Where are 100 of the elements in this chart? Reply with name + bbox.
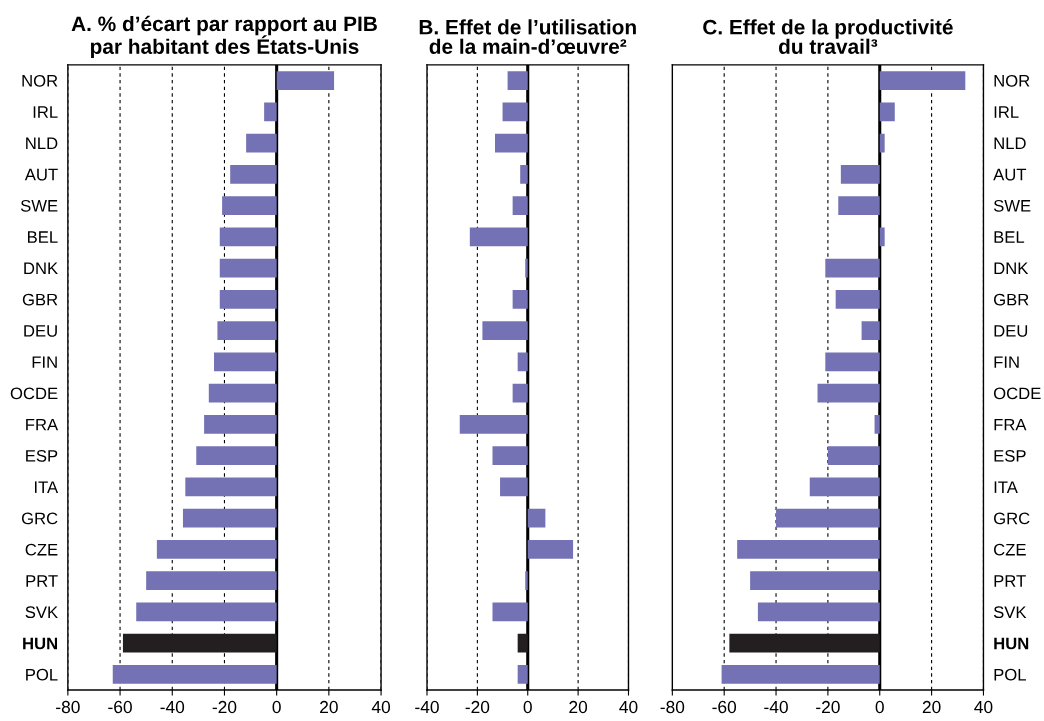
bar (874, 414, 880, 434)
bar (737, 539, 880, 559)
bar (520, 164, 528, 184)
y-tick-label: SWE (20, 199, 58, 212)
x-tick-label: -40 (160, 700, 185, 714)
bar (502, 102, 528, 122)
bar (825, 352, 880, 372)
bar (825, 258, 880, 278)
y-tick-label: ESP (994, 449, 1026, 462)
bar (517, 352, 528, 372)
y-tick-label: GBR (994, 293, 1029, 306)
x-tick-label: 40 (371, 700, 391, 714)
bar (827, 446, 880, 465)
y-tick-label: HUN (994, 637, 1029, 650)
x-tick-label: -20 (465, 700, 490, 714)
x-tick-label: 0 (523, 700, 532, 714)
bar (492, 446, 528, 465)
bar (459, 414, 528, 434)
bar (495, 133, 528, 153)
y-tick-label: IRL (33, 106, 58, 118)
x-tick-label: -20 (816, 700, 840, 714)
y-tick-label: POL (26, 668, 58, 681)
x-tick-label: 0 (875, 700, 884, 714)
bar (879, 71, 966, 90)
y-tick-label: CZE (994, 543, 1026, 556)
bar (527, 539, 574, 559)
x-tick-label: 20 (922, 700, 941, 714)
y-tick-label: DNK (994, 262, 1029, 275)
bar (517, 633, 528, 653)
bar (879, 227, 885, 247)
bar (835, 289, 880, 309)
y-tick-label: AUT (24, 168, 58, 181)
x-tick-label: -60 (712, 700, 737, 714)
y-tick-label: GBR (22, 293, 58, 306)
x-tick-label: 40 (974, 700, 993, 714)
y-tick-label: NOR (994, 74, 1030, 87)
bar (527, 508, 546, 528)
x-tick-label: -40 (764, 700, 788, 714)
y-tick-label: FRA (994, 418, 1027, 431)
x-tick-label: 40 (619, 700, 638, 714)
y-tick-label: NLD (994, 137, 1026, 150)
y-tick-label: DNK (24, 262, 58, 275)
bar (879, 102, 895, 122)
x-tick-label: 20 (569, 700, 588, 714)
y-tick-label: PRT (26, 575, 58, 587)
y-tick-label: GRC (21, 512, 58, 525)
y-tick-label: ESP (26, 449, 58, 462)
y-tick-label: POL (994, 668, 1026, 681)
bar (512, 196, 528, 215)
y-tick-label: SVK (993, 606, 1027, 619)
bar (776, 508, 880, 528)
y-tick-label: DEU (24, 325, 57, 337)
y-tick-label: OCDE (10, 387, 58, 400)
y-tick-label: ITA (34, 481, 59, 493)
y-tick-label: SWE (993, 199, 1031, 212)
chart-title: A. % d’écart par rapport au PIB par habitant des États-Unis (71, 15, 377, 59)
y-tick-label: DEU (994, 325, 1028, 337)
y-tick-label: FRA (26, 418, 59, 431)
bar (525, 571, 528, 590)
y-tick-label: FIN (32, 356, 57, 368)
bar (817, 383, 880, 403)
bar (840, 164, 880, 184)
y-tick-label: SVK (25, 606, 58, 619)
bar (500, 477, 528, 497)
y-tick-label: ITA (994, 481, 1018, 493)
y-tick-label: IRL (994, 106, 1019, 118)
y-tick-label: PRT (994, 575, 1026, 587)
y-tick-label: GRC (994, 512, 1030, 525)
x-tick-label: -80 (56, 700, 80, 714)
x-tick-label: -20 (212, 700, 237, 714)
y-tick-label: AUT (993, 168, 1027, 181)
bar (729, 633, 880, 653)
y-tick-label: BEL (994, 231, 1025, 243)
x-tick-label: -40 (415, 700, 439, 714)
bar (517, 664, 528, 684)
y-tick-label: HUN (23, 637, 58, 650)
y-tick-label: OCDE (993, 387, 1041, 400)
chart-title: B. Effet de l’utilisation de la main-d’œuvre² (419, 19, 636, 54)
y-tick-label: BEL (28, 231, 58, 243)
bar (838, 196, 880, 215)
chart-title: C. Effet de la productivité du travail³ (703, 19, 953, 54)
bar (512, 289, 528, 309)
bar (750, 571, 880, 590)
x-tick-label: 0 (272, 700, 281, 714)
bar (809, 477, 880, 497)
x-tick-label: 20 (320, 700, 338, 714)
x-tick-label: -80 (660, 700, 685, 714)
y-tick-label: FIN (994, 356, 1019, 368)
bar (492, 602, 528, 622)
bar (507, 71, 528, 90)
bar (721, 664, 880, 684)
bar (757, 602, 880, 622)
bar (861, 321, 880, 340)
bar (482, 321, 528, 340)
y-tick-label: NLD (26, 137, 58, 150)
y-tick-label: CZE (25, 543, 58, 556)
y-tick-label: NOR (22, 74, 58, 87)
bar (879, 133, 885, 153)
x-tick-label: -60 (108, 700, 132, 714)
bar (469, 227, 528, 247)
